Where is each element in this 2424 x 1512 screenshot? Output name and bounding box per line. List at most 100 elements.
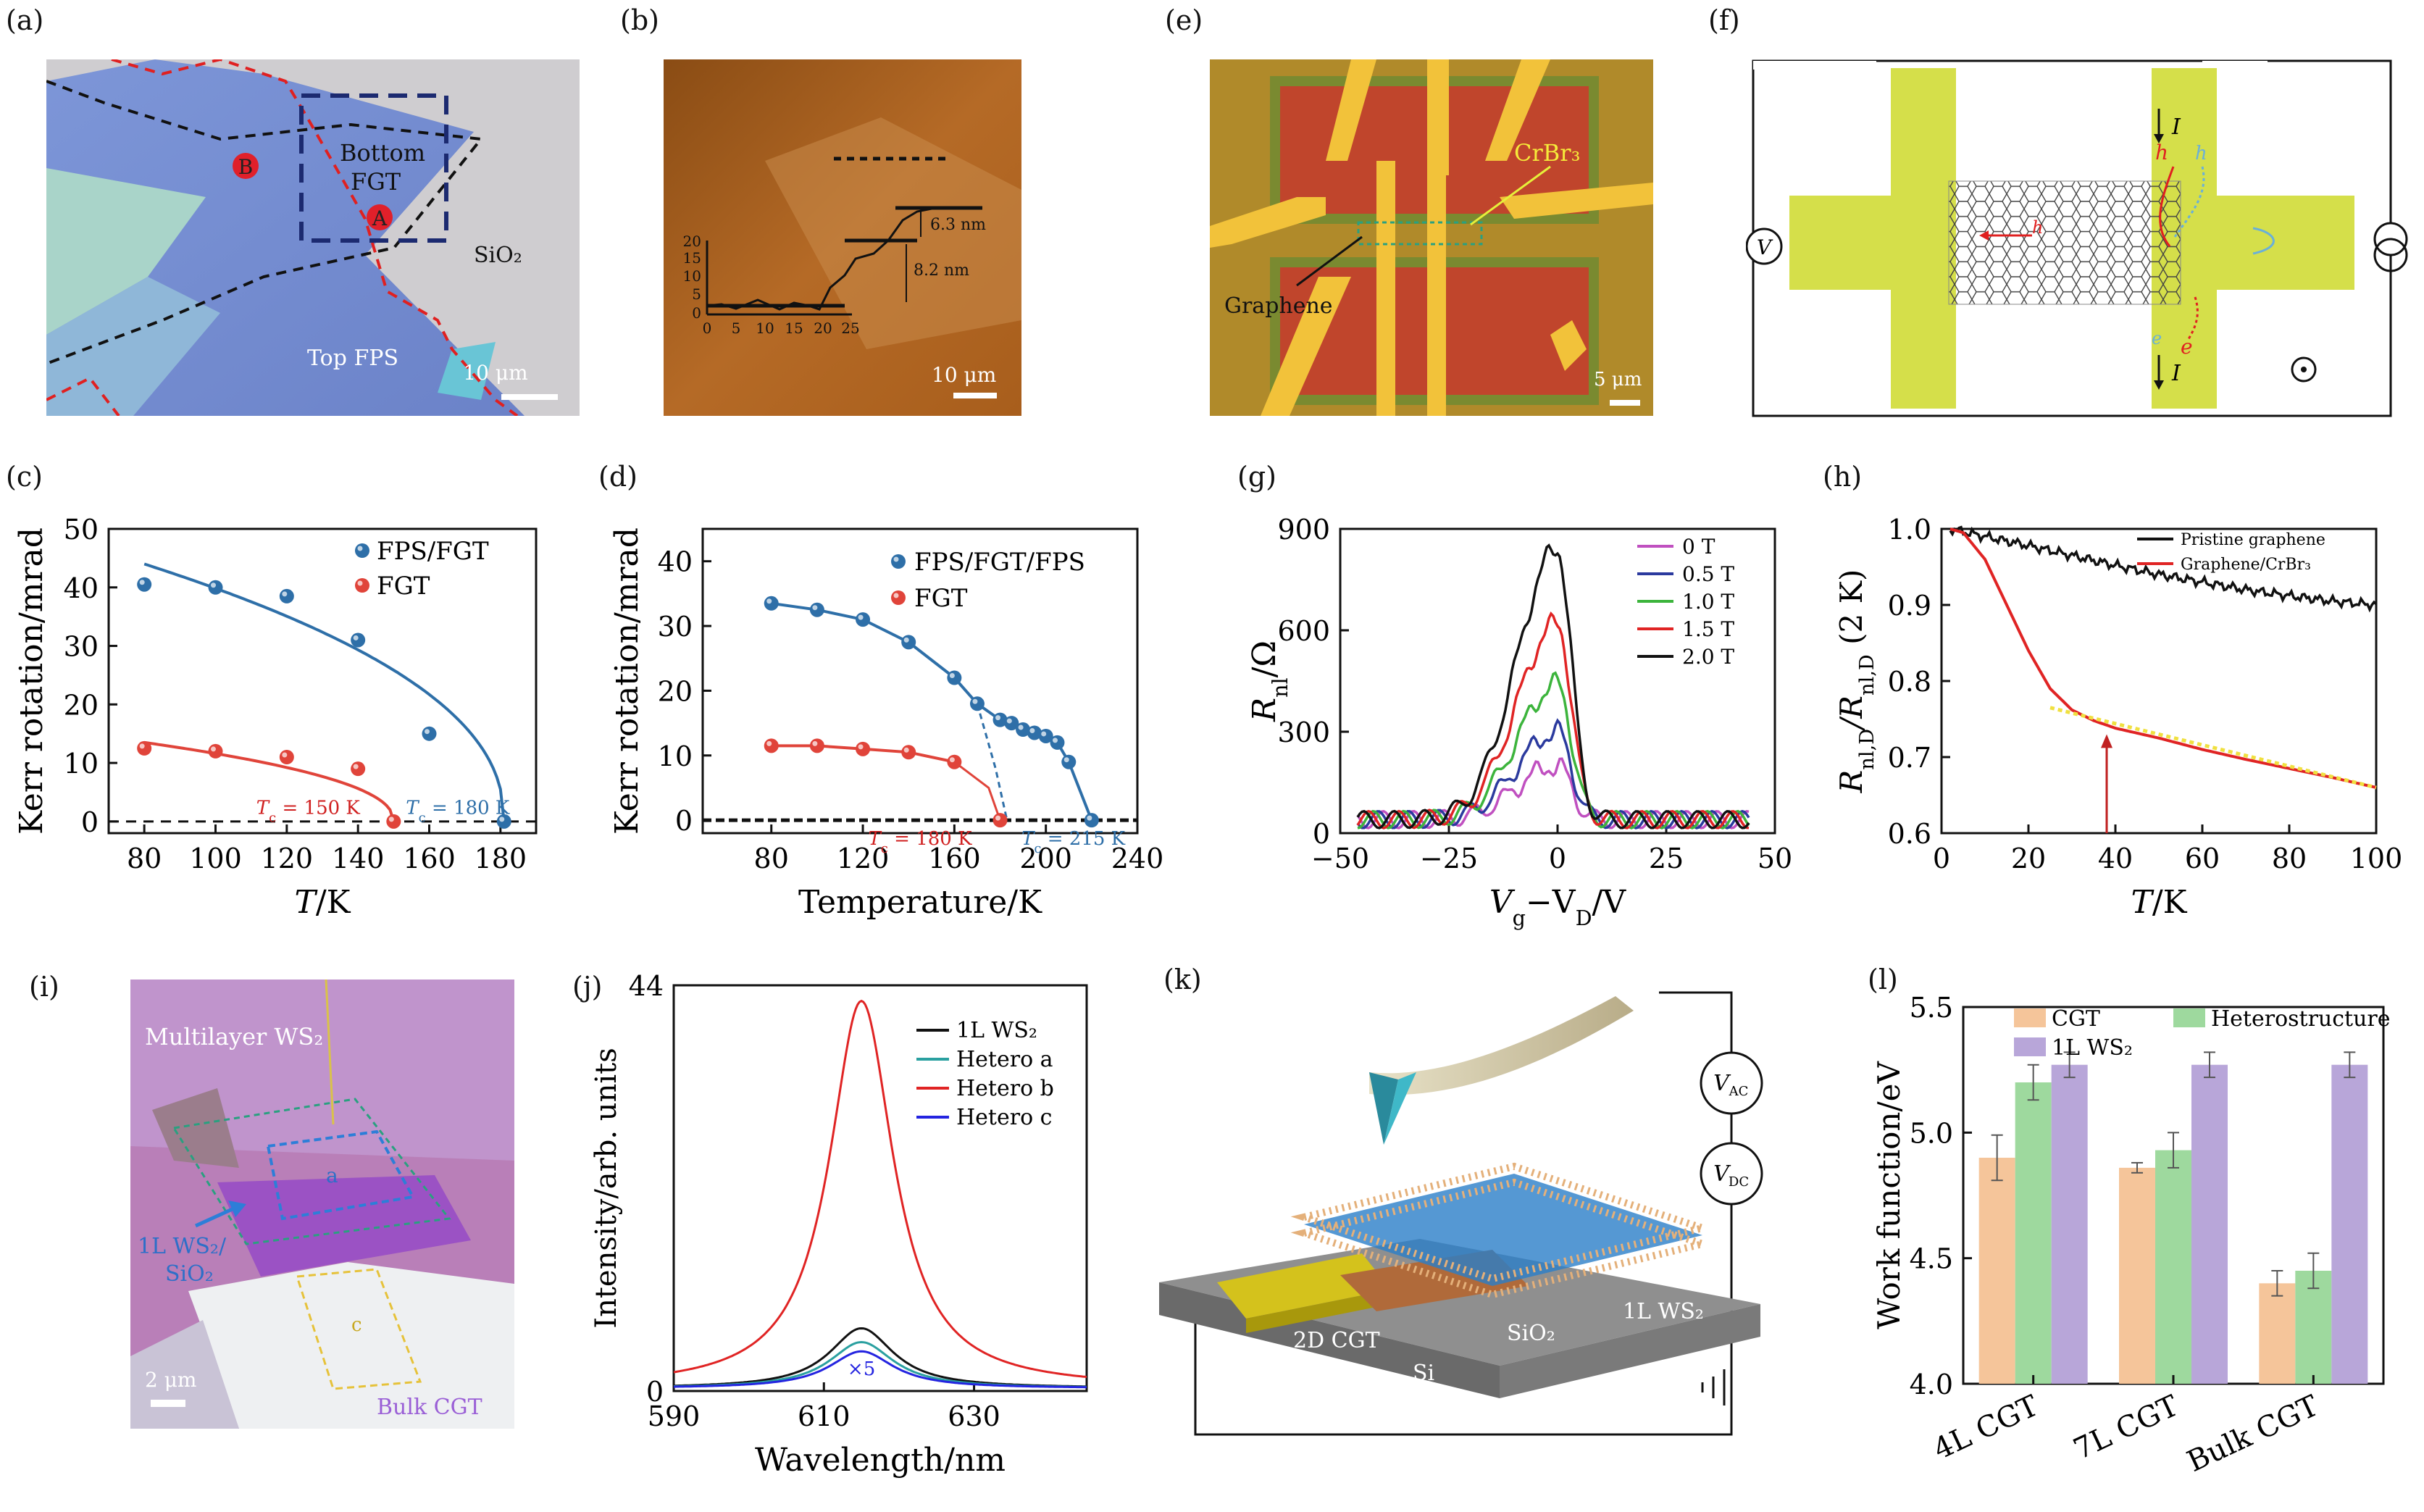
bar-1L WS₂ (2051, 1064, 2088, 1384)
data-point-FPS/FGT (422, 726, 437, 741)
bar-CGT (2119, 1167, 2155, 1384)
legend-swatch-Heterostructure (2173, 1008, 2205, 1027)
legend-label: FGT (914, 584, 968, 613)
data-point-FGT-highlight (211, 746, 216, 752)
afm-x-ticks: 0 5 10 15 20 25 (703, 319, 860, 337)
legend-label: FPS/FGT (377, 537, 489, 566)
data-point-FGT-highlight (812, 740, 818, 746)
data-point-FPS/FGT/FPS-highlight (1029, 727, 1035, 733)
legend-label: Heterostructure (2211, 1006, 2391, 1032)
y-axis-label: Kerr rotation/mrad (609, 527, 645, 835)
y-tick-label: 4.5 (1910, 1243, 1953, 1275)
scale-label: 5 μm (1594, 369, 1642, 390)
marker-a (367, 204, 393, 230)
fit-curve-FPS/FGT (143, 562, 506, 822)
panel-label-l: (l) (1868, 964, 1898, 995)
panel-label-b: (b) (620, 4, 659, 36)
ws2-monolayer (1290, 1162, 1716, 1299)
label-bottom: Bottom (340, 139, 425, 167)
label-sio2: SiO₂ (474, 243, 522, 268)
y-tick-label: 0 (675, 805, 693, 837)
panel-label-g: (g) (1237, 461, 1276, 493)
label-2d-cgt: 2D CGT (1293, 1328, 1380, 1353)
data-point-FGT (856, 741, 871, 756)
data-point-FGT (992, 813, 1008, 828)
label-sio2: SiO₂ (165, 1261, 214, 1287)
data-point-FPS/FGT/FPS (1084, 813, 1099, 828)
panel-label-e: (e) (1165, 4, 1203, 36)
data-point-FGT (901, 745, 916, 760)
scale-bar (501, 394, 558, 400)
y-tick-label: 10 (658, 740, 693, 772)
y-tick-label: 5.5 (1910, 992, 1953, 1024)
legend-marker-FPS/FGT-highlight (357, 546, 363, 551)
panel-a-micrograph: B A Bottom FGT SiO₂ Top FPS 10 μm (46, 59, 580, 416)
data-point-FPS/FGT/FPS-highlight (1063, 757, 1069, 763)
data-point-FPS/FGT/FPS (856, 612, 871, 627)
x-tick-label: 4L CGT (1928, 1389, 2044, 1466)
label-e: e (2181, 335, 2193, 359)
legend-label: FPS/FGT/FPS (914, 548, 1085, 577)
series-line-Pristine graphene (1949, 525, 2378, 613)
label-vdc-sub: DC (1729, 1174, 1749, 1190)
data-point-FGT-highlight (858, 744, 864, 750)
tc-annotation: Tc = 215 K (1021, 828, 1126, 856)
label-i-bot: I (2171, 361, 2181, 386)
scale-bar (1610, 400, 1640, 406)
step1-label: 6.3 nm (930, 216, 986, 234)
label-h: h (2155, 141, 2168, 164)
legend-swatch-1L WS₂ (2014, 1037, 2046, 1056)
x-tick-label: 120 (837, 843, 890, 874)
x-tick-label: Bulk CGT (2182, 1389, 2324, 1479)
data-point-FGT-highlight (995, 815, 1001, 821)
panel-label-f: (f) (1708, 4, 1740, 36)
svg-text:0: 0 (703, 319, 712, 337)
data-point-FPS/FGT-highlight (139, 580, 145, 585)
x-tick-label: 0 (1549, 843, 1566, 874)
legend-label: 1.0 T (1682, 590, 1734, 614)
y-tick-label: 10 (64, 748, 99, 780)
panel-label-a: (a) (6, 4, 44, 36)
data-point-FGT (947, 754, 962, 769)
data-point-FGT-highlight (353, 764, 359, 769)
fit-curve-FPS/FGT/FPS (771, 601, 1093, 821)
x-tick-label: 50 (1758, 843, 1792, 874)
y-tick-label: 44 (629, 970, 664, 1002)
legend-marker-FGT-highlight (357, 580, 363, 586)
data-point-FPS/FGT/FPS (947, 670, 962, 685)
panel-label-j: (j) (572, 971, 603, 1003)
legend-label: Hetero b (956, 1076, 1054, 1101)
scale-label: 10 μm (932, 363, 996, 387)
fit-curve-fgt-tail (953, 761, 1001, 821)
data-point-FGT-highlight (949, 757, 955, 763)
field-out-of-plane-icon (2291, 356, 2317, 383)
vac-source-icon (1700, 1051, 1763, 1115)
x-tick-label: 590 (648, 1400, 701, 1432)
tc-annotation: Tc = 180 K (406, 798, 510, 826)
panel-f-schematic: V I I h h e e h (1745, 51, 2412, 420)
legend-label: 1.5 T (1682, 617, 1734, 641)
x-tick-label: 200 (1019, 843, 1072, 874)
svg-text:15: 15 (785, 319, 803, 337)
legend-label: Hetero a (956, 1047, 1053, 1072)
data-point-FGT (137, 740, 152, 756)
series-line-Graphene/CrBr₃ (1949, 527, 2377, 789)
legend-label: 0 T (1682, 535, 1715, 559)
y-tick-label: 0.7 (1888, 742, 1931, 774)
y-tick-label: 30 (658, 611, 693, 643)
voltmeter-icon (1745, 227, 1783, 265)
plot-frame (672, 984, 1088, 1392)
data-point-FPS/FGT/FPS (809, 602, 824, 617)
linear-fit-guide (2049, 706, 2377, 790)
legend-marker-FGT-highlight (893, 593, 899, 598)
y-tick-label: 0 (1313, 818, 1330, 850)
chart-c: 80 100 120 140 160 180 0 10 20 30 40 50 FPS/FGT FGT Tc… (13, 514, 538, 921)
x-tick-label: 120 (261, 843, 314, 874)
y-tick-label: 600 (1277, 615, 1330, 647)
y-tick-label: 0.9 (1888, 590, 1931, 622)
y-axis-label: Work function/eV (1871, 1061, 1907, 1329)
data-point-FPS/FGT (208, 580, 223, 595)
label-vac: V (1713, 1071, 1731, 1096)
data-point-FGT-highlight (766, 740, 772, 746)
panel-label-d: (d) (598, 461, 638, 493)
